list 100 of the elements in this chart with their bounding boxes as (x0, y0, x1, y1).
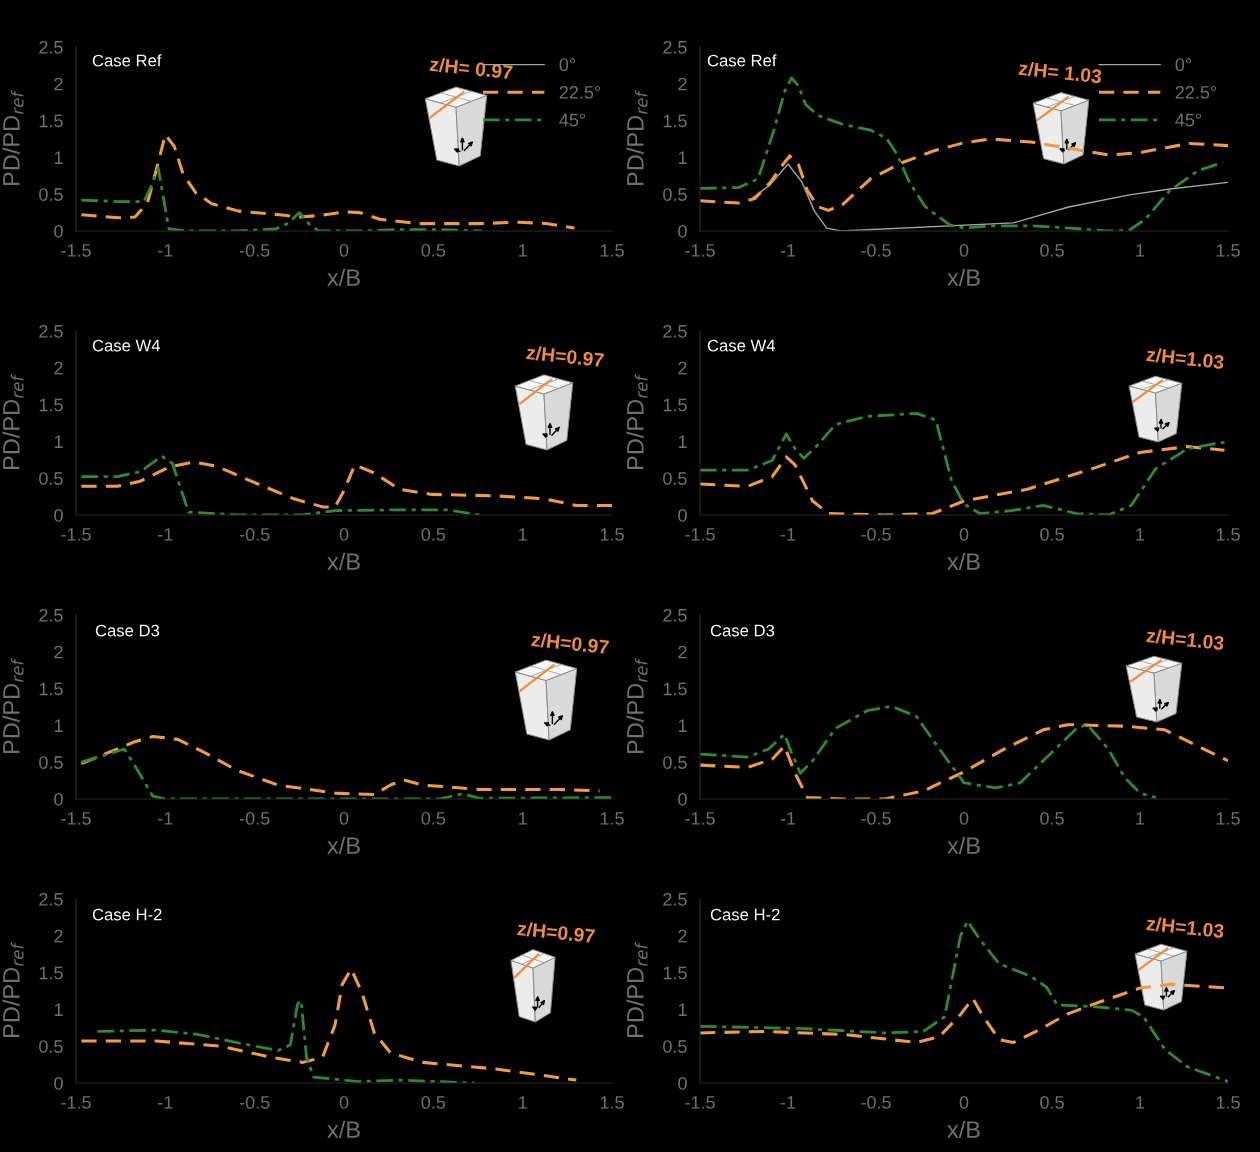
y-axis-title: PD/PD$_{ref}$ (626, 89, 648, 185)
x-tick-label: -1 (158, 1096, 173, 1109)
annotation: z/H=0.97 (526, 344, 605, 368)
y-tick-label: 2.5 (39, 40, 63, 54)
x-tick-label: -0.5 (861, 527, 891, 541)
y-tick-label: 1 (678, 435, 687, 448)
x-tick-label: -1.5 (61, 528, 91, 541)
y-axis-title: PD/PD$_{ref}$ (2, 941, 24, 1037)
x-tick-label: 0 (339, 811, 349, 825)
y-tick-label: 1 (54, 1003, 63, 1016)
x-tick-label: 0 (959, 527, 969, 541)
y-tick-label: 0 (54, 1076, 63, 1090)
y-tick-label: 1 (54, 151, 63, 164)
x-tick-label: -1 (780, 244, 796, 257)
y-tick-label: 2.5 (39, 324, 63, 338)
y-tick-label: 2 (54, 645, 63, 659)
x-axis-title: x/B (327, 268, 360, 287)
y-tick-label: 1.5 (663, 398, 687, 412)
x-axis-title: x/B (947, 268, 980, 287)
x-axis-title: x/B (327, 836, 360, 855)
x-tick-label: -1.5 (61, 244, 91, 257)
x-tick-label: -1.5 (685, 244, 715, 257)
y-tick-label: 2.5 (663, 608, 687, 622)
x-tick-label: 1.5 (600, 812, 624, 825)
annotation: z/H= 0.97 (429, 56, 513, 80)
y-tick-label: 0.5 (39, 472, 63, 485)
y-axis-title: PD/PD$_{ref}$ (626, 373, 648, 469)
legend-label: 45° (559, 113, 586, 127)
y-tick-label: 1.5 (39, 966, 63, 980)
y-tick-label: 0 (54, 224, 63, 238)
y-tick-label: 2.5 (663, 40, 687, 54)
y-tick-label: 1 (678, 151, 687, 164)
x-tick-label: -1 (780, 528, 796, 541)
legend-label: 45° (1175, 113, 1202, 127)
annotation: z/H=0.97 (517, 920, 596, 944)
annotation: z/H= 1.03 (1018, 60, 1102, 84)
x-tick-label: 0 (339, 1095, 349, 1109)
x-tick-label: -1 (158, 528, 173, 541)
y-tick-label: 0 (678, 792, 687, 806)
y-axis-title: PD/PD$_{ref}$ (2, 89, 24, 185)
y-axis-title: PD/PD$_{ref}$ (626, 941, 648, 1037)
x-tick-label: 1 (1136, 244, 1145, 257)
x-tick-label: 1.5 (600, 528, 624, 541)
line-series (752, 163, 1228, 231)
line-series (700, 704, 1158, 799)
line-series (79, 734, 602, 797)
line-series (700, 137, 1228, 212)
legend-label: 22.5° (559, 85, 601, 99)
x-tick-label: -0.5 (861, 811, 891, 825)
x-tick-label: 1.5 (600, 1096, 624, 1109)
y-tick-label: 0 (678, 508, 687, 522)
annotation: Case D3 (95, 624, 160, 637)
x-tick-label: 1 (1136, 528, 1145, 541)
x-tick-label: -1 (158, 244, 173, 257)
y-tick-label: 0.5 (39, 756, 63, 769)
x-tick-label: 1.5 (1216, 244, 1240, 257)
x-tick-label: -1.5 (685, 528, 715, 541)
x-axis-title: x/B (947, 552, 980, 571)
y-tick-label: 2 (54, 929, 63, 943)
y-tick-label: 0.5 (39, 188, 63, 201)
x-tick-label: 1 (519, 812, 527, 825)
y-tick-label: 1.5 (39, 682, 63, 696)
y-tick-label: 2.5 (663, 324, 687, 338)
y-tick-label: 0 (54, 508, 63, 522)
x-tick-label: -1.5 (61, 812, 91, 825)
y-tick-label: 0 (54, 792, 63, 806)
y-tick-label: 1 (678, 1003, 687, 1016)
annotation: z/H=0.97 (531, 631, 610, 655)
annotation: z/H=1.03 (1146, 627, 1225, 651)
annotation: z/H=1.03 (1146, 346, 1225, 370)
y-tick-label: 0.5 (663, 188, 687, 201)
annotation: z/H=1.03 (1146, 915, 1225, 939)
x-axis-title: x/B (947, 836, 980, 855)
x-tick-label: -1 (158, 812, 173, 825)
x-tick-label: 1.5 (1216, 812, 1240, 825)
legend-label: 0° (559, 58, 575, 72)
x-tick-label: 0 (959, 1095, 969, 1109)
x-tick-label: 0.5 (421, 1095, 446, 1109)
x-tick-label: 1 (519, 1096, 527, 1109)
x-tick-label: 0.5 (421, 527, 446, 541)
x-tick-label: 0.5 (421, 811, 446, 825)
x-tick-label: -1 (780, 1096, 796, 1109)
x-tick-label: 1 (1136, 812, 1145, 825)
annotation: Case Ref (707, 54, 777, 67)
y-tick-label: 1.5 (663, 682, 687, 696)
line-series (79, 133, 577, 230)
x-tick-label: -0.5 (239, 243, 270, 257)
x-tick-label: 1.5 (1216, 528, 1240, 541)
y-tick-label: 1.5 (663, 966, 687, 980)
y-tick-label: 0.5 (663, 472, 687, 485)
y-tick-label: 0.5 (663, 1040, 687, 1053)
y-tick-label: 0 (678, 1076, 687, 1090)
x-tick-label: 0.5 (1040, 527, 1064, 541)
y-tick-label: 2 (678, 77, 687, 91)
annotation: Case W4 (92, 339, 161, 352)
x-tick-label: -0.5 (239, 811, 270, 825)
y-tick-label: 0 (678, 224, 687, 238)
x-tick-label: 0 (339, 527, 349, 541)
y-tick-label: 2.5 (39, 608, 63, 622)
y-tick-label: 1 (54, 435, 63, 448)
